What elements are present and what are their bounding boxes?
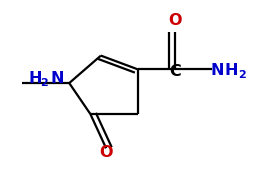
Text: 2: 2: [40, 78, 48, 88]
Text: C: C: [169, 64, 180, 79]
Text: H: H: [28, 71, 42, 86]
Text: O: O: [168, 13, 182, 28]
Text: N: N: [51, 71, 64, 86]
Text: O: O: [99, 145, 113, 160]
Text: H: H: [225, 63, 238, 78]
Text: N: N: [210, 63, 224, 78]
Text: 2: 2: [238, 70, 246, 80]
